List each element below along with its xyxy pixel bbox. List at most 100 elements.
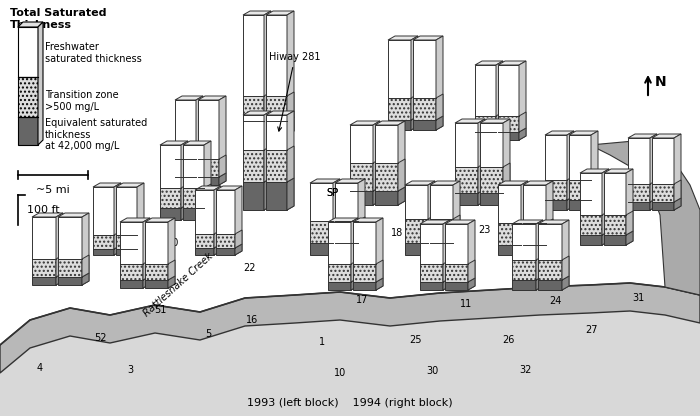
Polygon shape [160,141,188,145]
Bar [628,202,650,210]
Polygon shape [453,181,460,255]
Polygon shape [436,116,443,130]
Polygon shape [468,260,475,282]
Polygon shape [430,181,460,185]
Polygon shape [411,94,418,120]
Bar [413,98,436,120]
Bar [310,183,333,221]
Bar [652,184,674,202]
Bar [475,116,496,132]
Bar [145,264,168,280]
Bar [350,163,373,191]
Bar [569,135,591,180]
Polygon shape [264,146,271,182]
Bar [538,224,562,260]
Bar [353,222,376,264]
Bar [58,259,82,277]
Polygon shape [264,117,271,135]
Bar [580,173,602,215]
Polygon shape [413,36,443,40]
Polygon shape [521,219,528,245]
Polygon shape [82,255,89,277]
Polygon shape [546,241,553,255]
Bar [195,248,214,255]
Polygon shape [443,278,450,290]
Bar [32,217,56,259]
Polygon shape [219,155,226,177]
Bar [430,219,453,243]
Text: Transition zone
>500 mg/L: Transition zone >500 mg/L [45,90,118,111]
Polygon shape [137,245,144,255]
Bar [388,40,411,98]
Bar [420,282,443,290]
Bar [116,235,137,249]
Bar [198,177,219,185]
Text: Rattlesnake Creek: Rattlesnake Creek [141,251,215,319]
Bar [538,280,562,290]
Polygon shape [388,36,418,40]
Polygon shape [498,61,526,65]
Polygon shape [183,141,211,145]
Bar [32,277,56,285]
Bar [430,185,453,219]
Polygon shape [478,163,485,193]
Polygon shape [650,198,657,210]
Bar [145,222,168,264]
Polygon shape [198,96,226,100]
Bar [266,15,287,96]
Polygon shape [496,112,503,132]
Bar [445,264,468,282]
Text: 4: 4 [37,363,43,373]
Polygon shape [235,230,242,248]
Polygon shape [168,276,175,288]
Polygon shape [536,220,543,290]
Polygon shape [650,134,657,210]
Bar [195,190,214,234]
Text: 10: 10 [334,368,346,378]
Polygon shape [335,179,365,183]
Polygon shape [445,220,475,224]
Polygon shape [503,189,510,205]
Polygon shape [519,61,526,140]
Polygon shape [523,181,553,185]
Polygon shape [18,22,43,27]
Polygon shape [398,121,405,205]
Polygon shape [351,278,358,290]
Bar [545,180,567,200]
Polygon shape [181,141,188,220]
Bar [580,235,602,245]
Text: 18: 18 [391,228,403,238]
Polygon shape [420,220,450,224]
Bar [175,159,196,177]
Bar [198,100,219,159]
Polygon shape [82,273,89,285]
Bar [183,145,204,188]
Polygon shape [498,181,528,185]
Polygon shape [398,187,405,205]
Bar [405,219,428,243]
Text: 100 ft: 100 ft [27,205,60,215]
Bar [120,280,143,288]
Bar [216,234,235,248]
Polygon shape [652,134,681,138]
Bar [604,173,626,215]
Text: 27: 27 [586,325,598,335]
Polygon shape [358,217,365,243]
Bar [160,145,181,188]
Text: 23: 23 [478,225,490,235]
Bar [195,234,214,248]
Polygon shape [436,94,443,120]
Bar [405,185,428,219]
Polygon shape [93,183,121,187]
Bar [538,260,562,280]
Text: 1: 1 [319,337,325,347]
Bar [480,193,503,205]
Bar [628,138,650,184]
Bar [388,120,411,130]
Bar [120,264,143,280]
Polygon shape [478,189,485,205]
Polygon shape [496,61,503,140]
Bar [498,245,521,255]
Polygon shape [398,159,405,191]
Bar [335,183,358,221]
